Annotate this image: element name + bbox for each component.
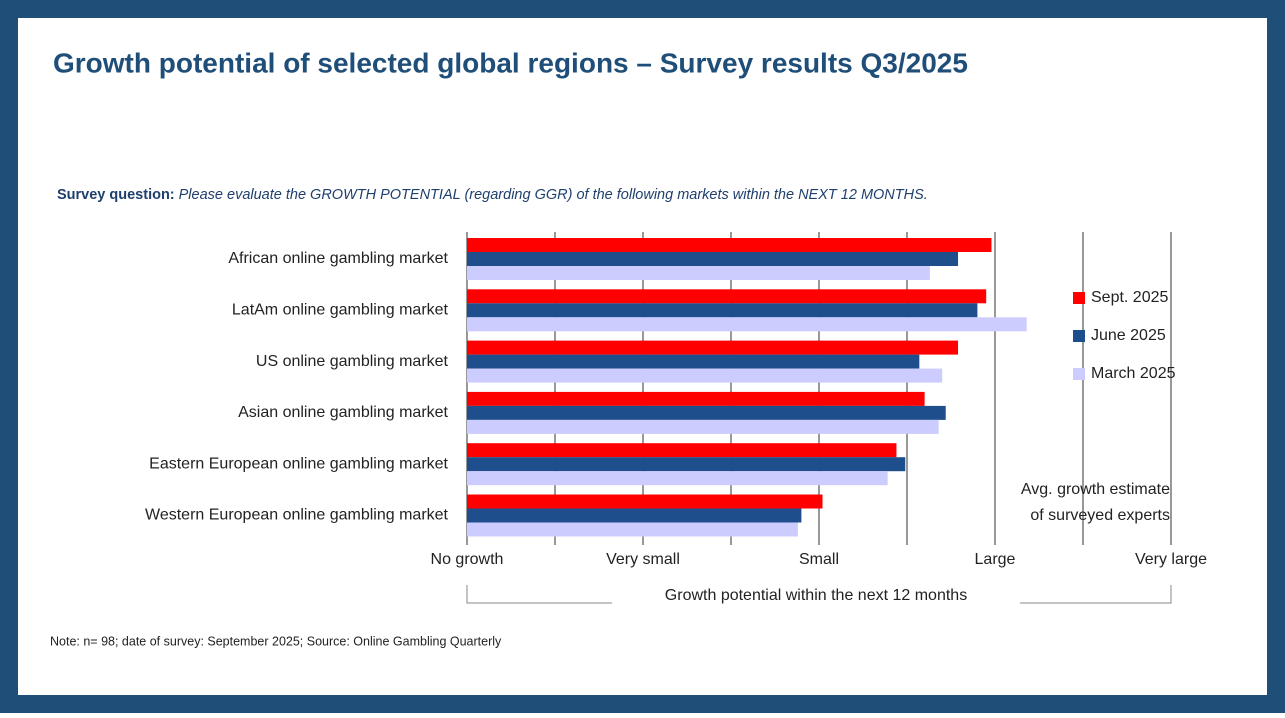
bar — [467, 457, 906, 472]
y-tick-label: Western European online gambling market — [145, 507, 449, 524]
bar — [467, 405, 946, 420]
survey-question: Survey question: Please evaluate the GROW… — [57, 187, 928, 203]
legend-label: June 2025 — [1091, 327, 1166, 344]
bar — [467, 391, 925, 406]
annotation: Avg. growth estimate — [1021, 481, 1170, 498]
x-tick-label: Very small — [606, 551, 680, 568]
slide-title: Growth potential of selected global regi… — [53, 47, 968, 78]
y-tick-label: Eastern European online gambling market — [149, 455, 448, 472]
x-tick-label: Small — [799, 551, 839, 568]
bar — [467, 494, 823, 509]
bar — [467, 266, 930, 280]
bar — [467, 238, 992, 252]
y-tick-label: LatAm online gambling market — [232, 302, 449, 319]
bar — [467, 252, 959, 266]
survey-label: Survey question: — [57, 187, 175, 203]
bar — [467, 419, 939, 434]
bar — [467, 443, 897, 458]
bar — [467, 368, 943, 383]
x-tick-label: No growth — [431, 551, 504, 568]
y-tick-label: US online gambling market — [256, 353, 449, 370]
bar — [467, 303, 978, 318]
y-tick-label: African online gambling market — [228, 250, 448, 267]
bar — [467, 471, 888, 486]
legend-swatch — [1073, 292, 1085, 304]
annotation: of surveyed experts — [1030, 507, 1170, 524]
bar — [467, 289, 987, 304]
legend-label: Sept. 2025 — [1091, 289, 1169, 306]
legend-label: March 2025 — [1091, 365, 1176, 382]
legend-swatch — [1073, 368, 1085, 380]
x-tick-label: Very large — [1135, 551, 1207, 568]
x-axis-label: Growth potential within the next 12 mont… — [665, 587, 967, 604]
bar — [467, 340, 959, 355]
bars — [467, 238, 1027, 537]
bar — [467, 522, 798, 537]
note: Note: n= 98; date of survey: September 2… — [50, 634, 502, 648]
survey-text: Please evaluate the GROWTH POTENTIAL (re… — [179, 187, 928, 203]
y-tick-label: Asian online gambling market — [238, 404, 448, 421]
x-tick-label: Large — [975, 551, 1016, 568]
grid — [466, 232, 1172, 545]
bar — [467, 317, 1027, 332]
bar — [467, 354, 920, 369]
legend-swatch — [1073, 330, 1085, 342]
bar — [467, 508, 802, 523]
axis-bracket — [466, 585, 1172, 604]
